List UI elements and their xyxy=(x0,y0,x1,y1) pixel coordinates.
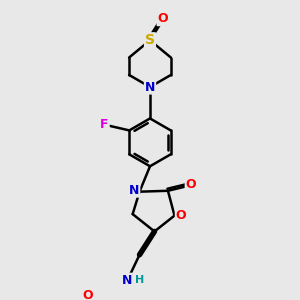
Text: O: O xyxy=(158,12,168,25)
Text: N: N xyxy=(122,274,132,287)
Text: O: O xyxy=(176,209,186,222)
Text: N: N xyxy=(129,184,139,197)
Text: N: N xyxy=(145,81,155,94)
Text: H: H xyxy=(135,275,144,285)
Text: S: S xyxy=(145,33,155,47)
Text: F: F xyxy=(100,118,109,131)
Text: O: O xyxy=(186,178,196,191)
Text: O: O xyxy=(83,289,93,300)
